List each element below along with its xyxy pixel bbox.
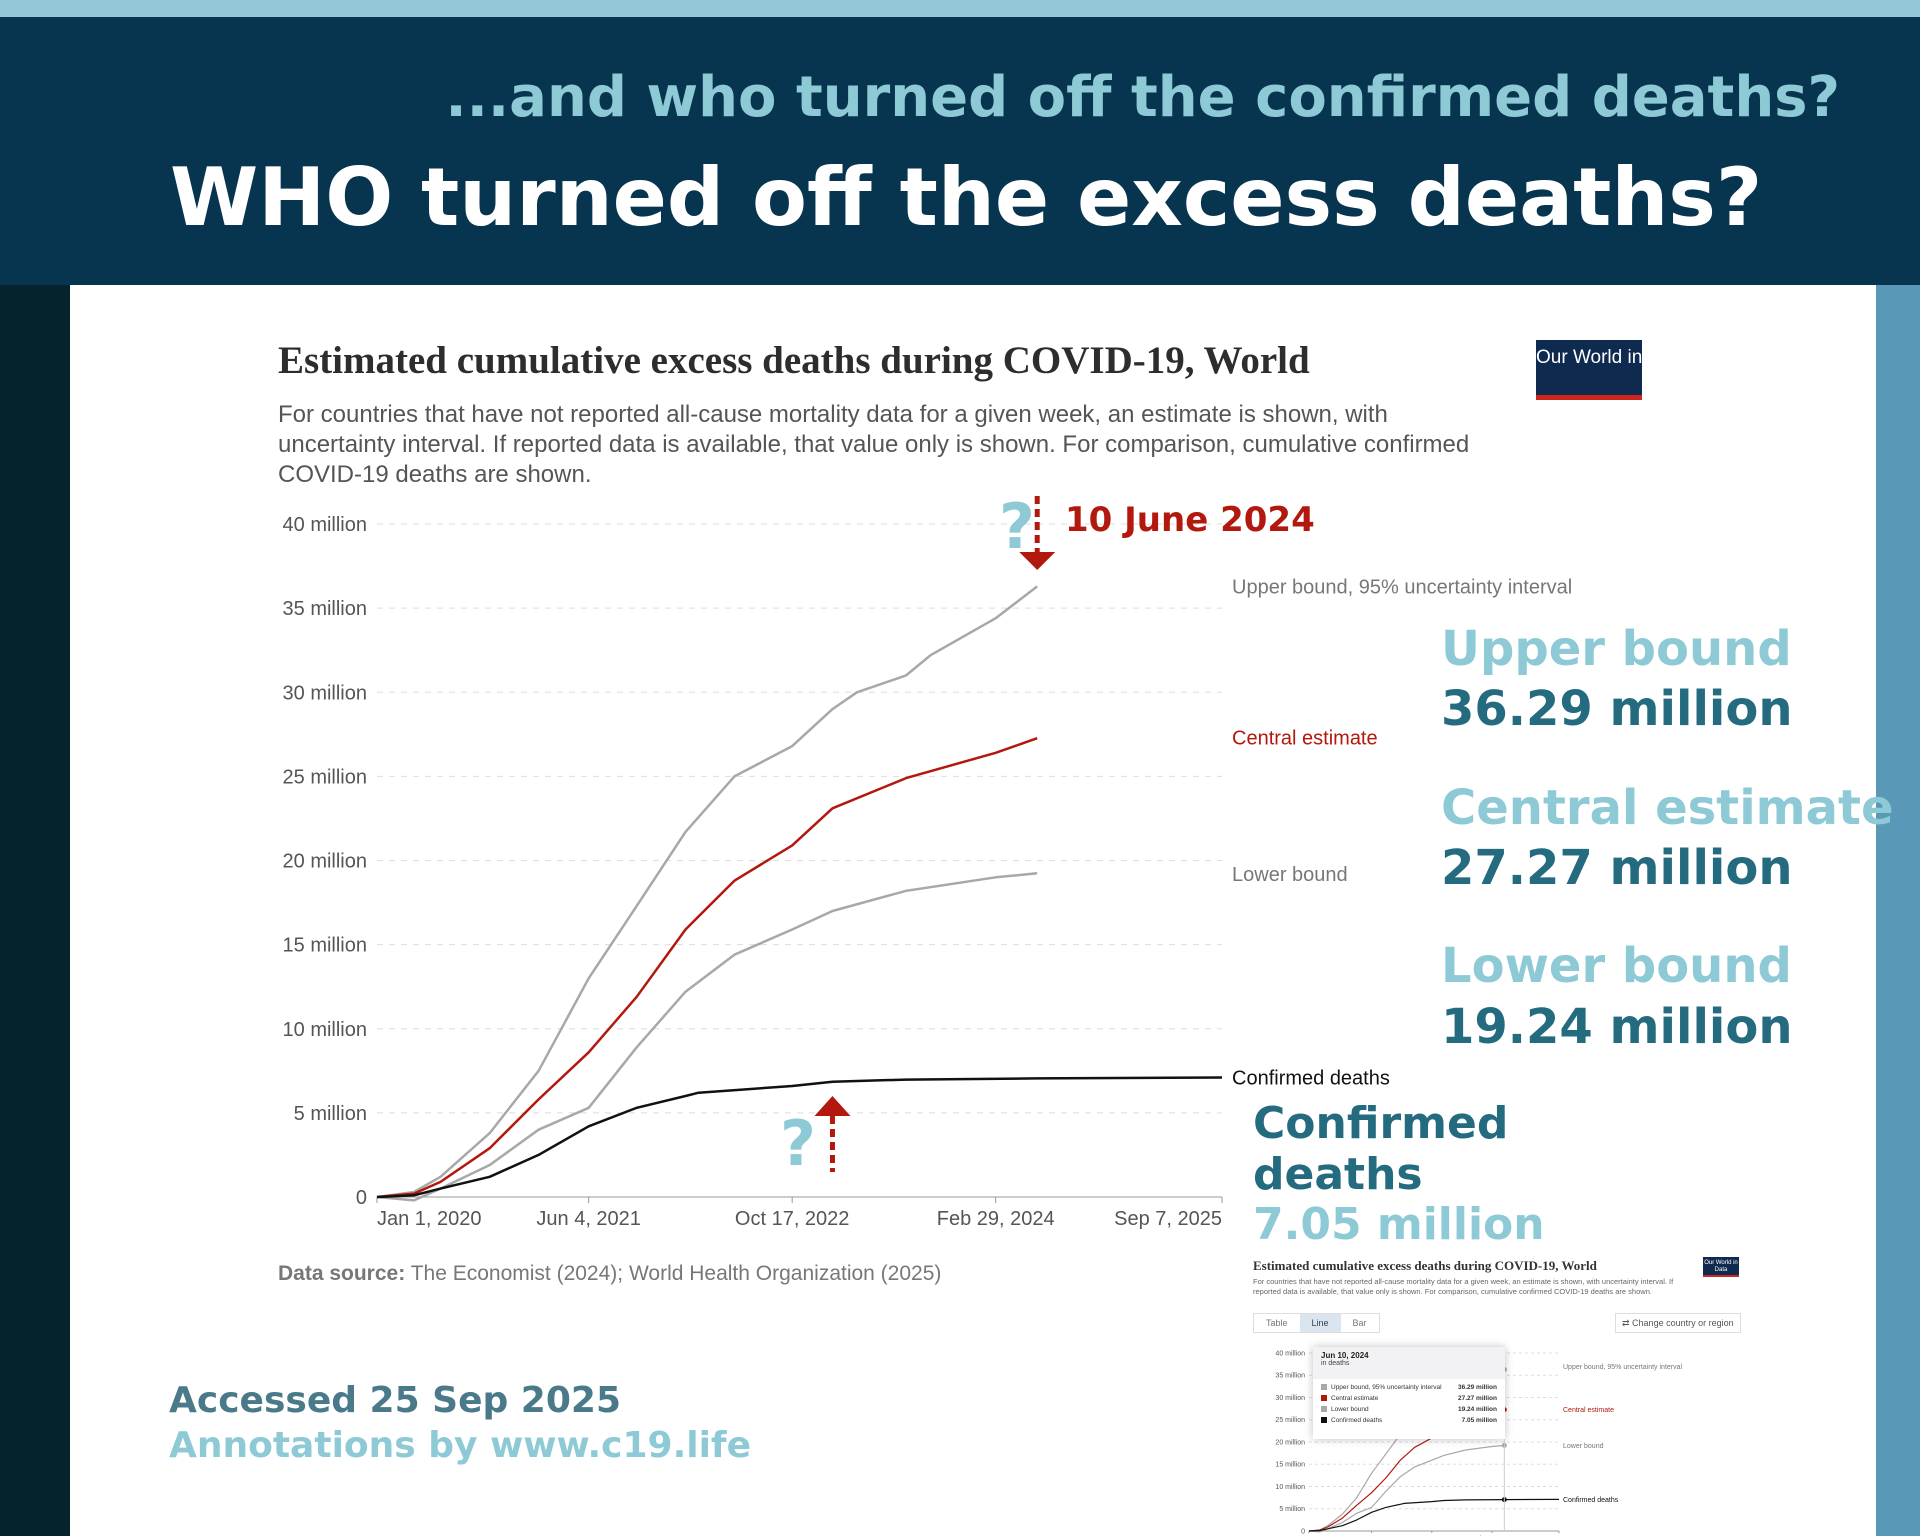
inset-tooltip: Jun 10, 2024 in deaths Upper bound, 95% … [1313,1347,1505,1439]
y-tick-label: 5 million [1279,1506,1305,1513]
tooltip-swatch [1321,1406,1327,1412]
y-tick-label: 20 million [1275,1439,1305,1446]
upper-bound-title: Upper bound [1441,621,1792,677]
right-strip [1876,285,1920,1536]
series-label: Upper bound, 95% uncertainty interval [1232,576,1572,598]
tooltip-row: Upper bound, 95% uncertainty interval 36.… [1321,1382,1497,1393]
inset-screenshot: Estimated cumulative excess deaths durin… [1251,1255,1741,1536]
accessed-date: Accessed 25 Sep 2025 [169,1380,622,1421]
x-tick-label: Oct 17, 2022 [735,1208,850,1230]
y-tick-label: 40 million [283,514,367,536]
series-line-central-estimate [376,737,1038,1199]
tooltip-swatch [1321,1384,1327,1390]
x-tick-label: Feb 29, 2024 [937,1208,1055,1230]
series-line-upper-bound-95-uncertainty-interval [376,585,1038,1199]
series-label: Upper bound, 95% uncertainty interval [1563,1364,1683,1371]
y-tick-label: 30 million [1275,1395,1305,1402]
series-label: Lower bound [1232,864,1348,886]
tooltip-date: Jun 10, 2024 [1321,1351,1369,1360]
data-source-label: Data source: [278,1262,406,1285]
y-tick-label: 25 million [1275,1417,1305,1424]
y-tick-label: 25 million [283,766,367,788]
inset-tabs: Table Line Bar [1253,1313,1380,1333]
y-tick-label: 0 [1301,1528,1305,1535]
data-source-text: The Economist (2024); World Health Organ… [410,1262,942,1285]
y-tick-label: 30 million [283,682,367,704]
tooltip-row-value: 19.24 million [1457,1406,1497,1413]
y-tick-label: 35 million [1275,1373,1305,1380]
tooltip-row-value: 36.29 million [1457,1384,1497,1391]
swap-icon: ⇄ [1622,1318,1633,1328]
tooltip-row-value: 27.27 million [1457,1395,1497,1402]
up-arrow-head [814,1096,851,1116]
question-mark-icon: ? [780,1107,816,1180]
series-label: Confirmed deaths [1232,1068,1390,1090]
inset-change-region-label: Change country or region [1632,1318,1734,1328]
tooltip-row-value: 7.05 million [1461,1417,1497,1424]
y-tick-label: 15 million [1275,1462,1305,1469]
tooltip-unit: in deaths [1321,1360,1350,1367]
y-tick-label: 40 million [1275,1350,1305,1357]
inset-change-region-button[interactable]: ⇄ Change country or region [1615,1313,1741,1333]
tooltip-row-label: Confirmed deaths [1331,1417,1383,1424]
owid-logo: Our World in Data [1536,340,1688,400]
tooltip-swatch [1321,1395,1327,1401]
annotation-credit: Annotations by www.c19.life [169,1425,752,1466]
left-strip [0,285,70,1536]
tooltip-swatch [1321,1417,1327,1423]
y-tick-label: 10 million [283,1019,367,1041]
upper-bound-value: 36.29 million [1441,681,1793,737]
y-tick-label: 0 [356,1187,367,1209]
chart-subtitle: For countries that have not reported all… [278,401,1470,488]
confirmed-title-1: Confirmed [1253,1098,1509,1149]
tooltip-row: Lower bound 19.24 million [1321,1404,1497,1415]
tooltip-row: Central estimate 27.27 million [1321,1393,1497,1404]
owid-logo-text: Our World in Data [1536,347,1688,368]
series-line-confirmed-deaths [1308,1498,1560,1532]
inset-tab-bar[interactable]: Bar [1352,1318,1367,1328]
tooltip-row: Confirmed deaths 7.05 million [1321,1415,1497,1426]
inset-tab-table[interactable]: Table [1266,1318,1288,1328]
series-label: Lower bound [1563,1443,1604,1450]
data-source: Data source: The Economist (2024); World… [278,1262,941,1286]
central-estimate-title: Central estimate [1441,780,1894,836]
x-tick-label: Sep 7, 2025 [1114,1208,1222,1230]
chart-title: Estimated cumulative excess deaths durin… [278,339,1310,382]
content-panel [70,285,1876,1536]
date-annotation: 10 June 2024 [1065,500,1315,540]
y-tick-label: 15 million [283,935,367,957]
lower-bound-title: Lower bound [1441,938,1792,994]
x-tick-label: Jun 4, 2021 [536,1208,641,1230]
series-label: Central estimate [1563,1407,1614,1414]
y-tick-label: 10 million [1275,1484,1305,1491]
lower-bound-value: 19.24 million [1441,999,1793,1055]
header-title: WHO turned off the excess deaths? [170,151,1763,244]
series-line-lower-bound [376,872,1038,1202]
header-banner: ...and who turned off the confirmed deat… [0,17,1920,285]
question-mark-icon: ? [999,490,1035,563]
y-tick-label: 35 million [283,598,367,620]
y-tick-label: 20 million [283,851,367,873]
inset-subtitle: For countries that have not reported all… [1253,1277,1674,1296]
inset-tab-line[interactable]: Line [1299,1314,1341,1332]
inset-title: Estimated cumulative excess deaths durin… [1253,1258,1597,1273]
tooltip-row-label: Central estimate [1331,1395,1379,1402]
series-line-confirmed-deaths [376,1076,1223,1199]
central-estimate-value: 27.27 million [1441,840,1793,896]
top-accent-band [0,0,1920,17]
inset-owid-logo: Our World in Data [1703,1257,1739,1277]
x-tick-label: Jan 1, 2020 [377,1208,482,1230]
header-subtitle: ...and who turned off the confirmed deat… [445,65,1840,130]
series-line-lower-bound [1308,1444,1505,1533]
confirmed-value: 7.05 million [1253,1199,1545,1250]
tooltip-row-label: Upper bound, 95% uncertainty interval [1331,1384,1442,1391]
tooltip-row-label: Lower bound [1331,1406,1369,1413]
down-arrow-head [1019,552,1056,570]
series-label: Central estimate [1232,728,1378,750]
series-label: Confirmed deaths [1563,1497,1619,1504]
confirmed-title-2: deaths [1253,1149,1423,1200]
y-tick-label: 5 million [294,1103,367,1125]
